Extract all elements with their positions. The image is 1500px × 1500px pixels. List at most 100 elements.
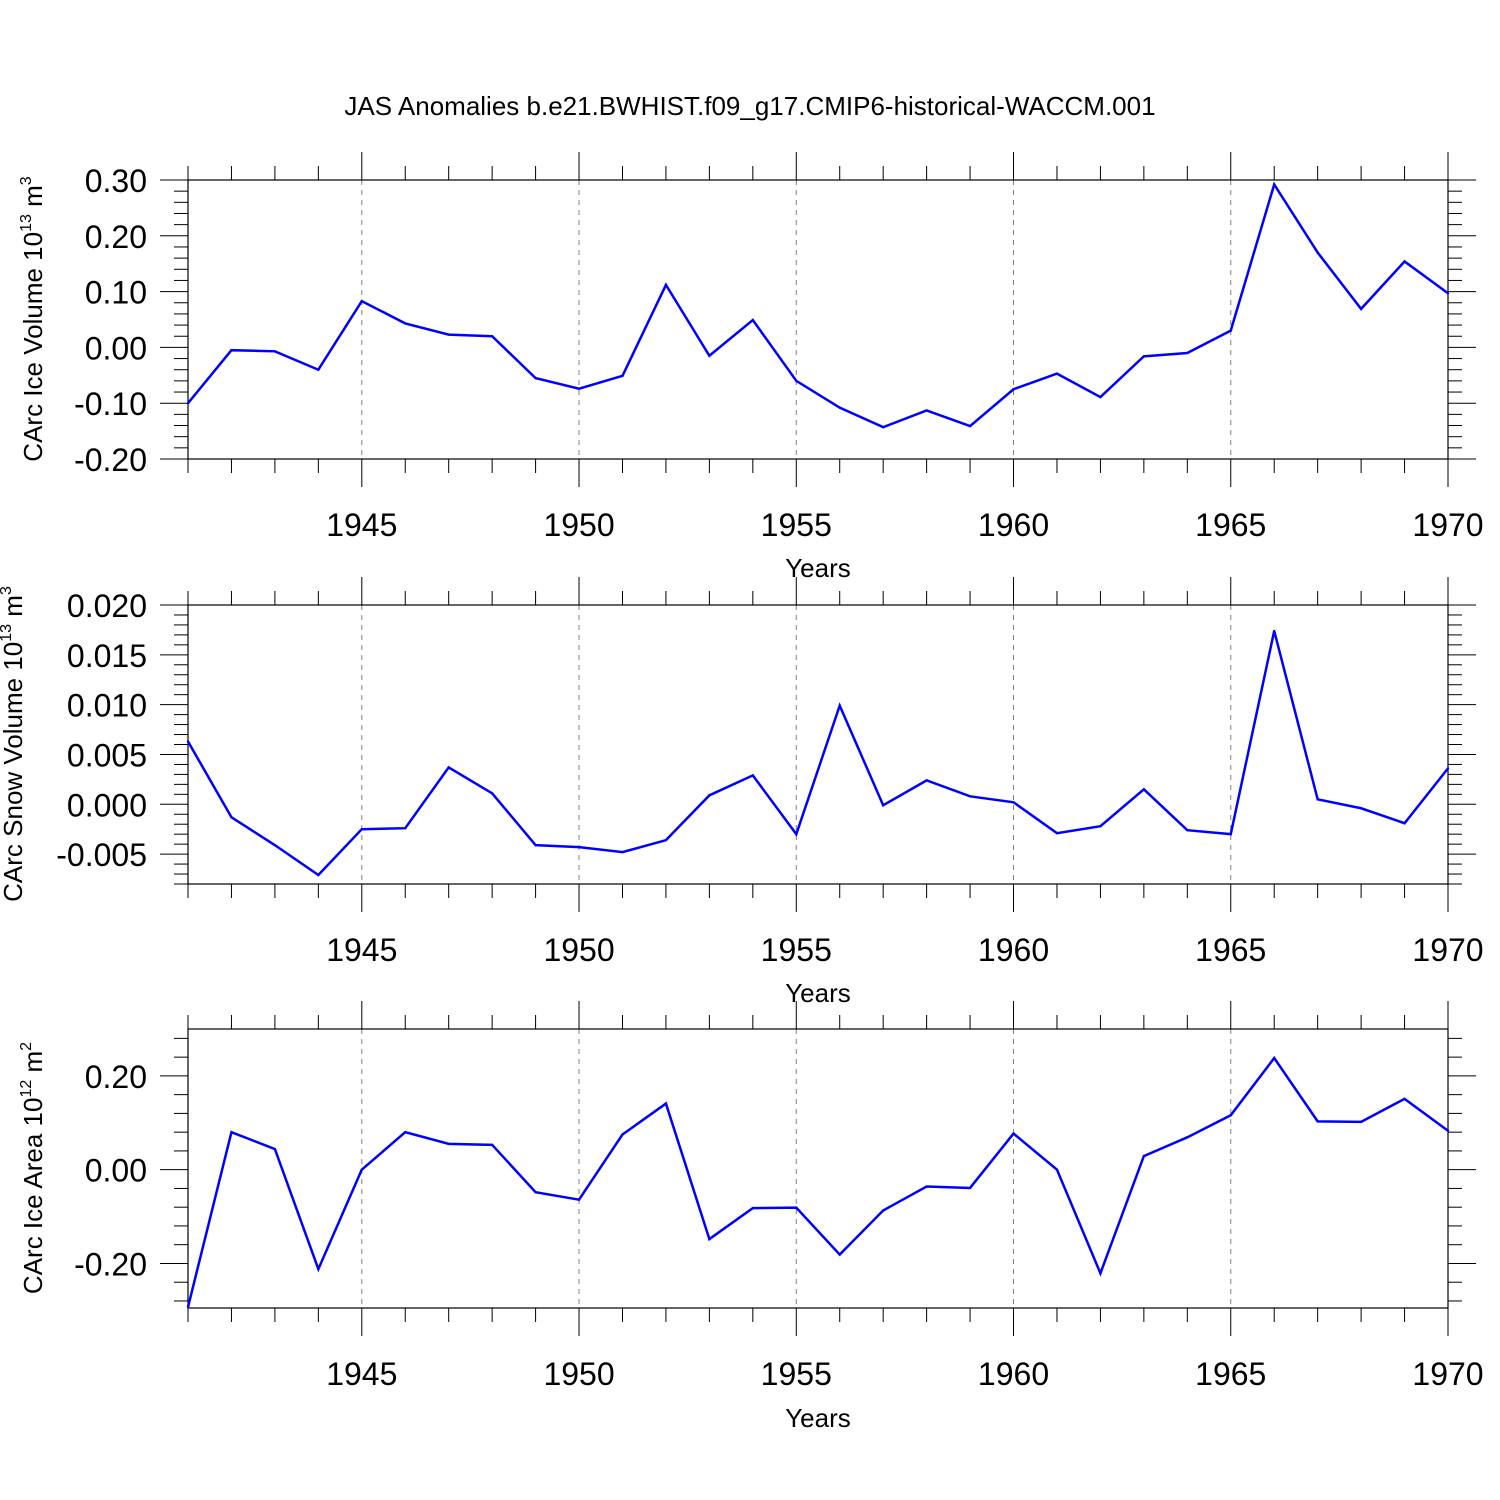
- data-point: [1186, 351, 1189, 355]
- data-point: [186, 402, 190, 405]
- data-point: [1359, 1120, 1363, 1124]
- x-tick-label: 1970: [1412, 1356, 1483, 1392]
- data-point: [1186, 1136, 1189, 1139]
- data-point: [1446, 1129, 1450, 1132]
- data-point: [534, 1190, 537, 1194]
- data-point: [795, 379, 798, 383]
- data-point: [1359, 307, 1363, 311]
- y-tick-label: -0.005: [56, 837, 147, 873]
- data-point: [1055, 1168, 1059, 1171]
- data-point: [1273, 629, 1276, 633]
- data-point: [1055, 831, 1059, 835]
- data-point: [534, 376, 537, 380]
- data-point: [577, 845, 581, 849]
- data-point: [360, 1168, 363, 1171]
- data-point: [1099, 395, 1102, 399]
- x-tick-label: 1970: [1412, 507, 1483, 543]
- x-tick-label: 1955: [761, 1356, 832, 1392]
- data-point: [577, 387, 581, 390]
- data-point: [1316, 798, 1319, 801]
- data-point: [664, 283, 668, 287]
- y-tick-label: 0.015: [67, 638, 147, 674]
- data-point: [968, 795, 972, 798]
- plot-frame: [187, 179, 1449, 460]
- data-point: [404, 827, 407, 830]
- data-point: [1316, 1120, 1319, 1123]
- y-tick-label: 0.20: [85, 1059, 147, 1095]
- data-point: [317, 1267, 320, 1271]
- data-point: [621, 850, 624, 854]
- x-tick-label: 1950: [543, 932, 614, 968]
- data-point: [534, 843, 537, 847]
- data-point: [708, 1237, 711, 1241]
- data-point: [751, 774, 755, 777]
- y-tick-label: 0.00: [85, 330, 147, 366]
- y-tick-label: -0.20: [74, 1246, 147, 1282]
- x-tick-label: 1965: [1195, 932, 1266, 968]
- data-point: [1142, 1154, 1146, 1158]
- data-point: [1403, 1097, 1406, 1101]
- y-tick-label: 0.005: [67, 737, 147, 773]
- panel-ice-volume: CArc Ice Volume 1013 m3 Years 1945 1950 19…: [18, 152, 1484, 583]
- data-point: [795, 832, 798, 836]
- y-tick-label: 0.10: [85, 275, 147, 311]
- panel-snow-volume: CArc Snow Volume 1013 m3 Years 1945 1950 1…: [0, 577, 1484, 1008]
- data-point: [490, 335, 494, 338]
- data-point: [404, 322, 407, 325]
- data-point: [447, 333, 450, 336]
- data-point: [186, 1305, 190, 1309]
- x-tick-label: 1965: [1195, 507, 1266, 543]
- data-point: [230, 1130, 233, 1134]
- data-point: [317, 873, 320, 877]
- data-point: [1142, 788, 1146, 791]
- data-point: [708, 354, 711, 357]
- data-point: [447, 1142, 450, 1146]
- x-axis-label: Years: [785, 1403, 851, 1433]
- x-tick-label: 1945: [326, 1356, 397, 1392]
- y-tick-label: 0.00: [85, 1153, 147, 1189]
- data-point: [621, 374, 624, 378]
- chart-title: JAS Anomalies b.e21.BWHIST.f09_g17.CMIP6…: [344, 91, 1155, 121]
- data-point: [881, 425, 885, 429]
- series-line: [187, 181, 1449, 429]
- y-tick-label: -0.20: [74, 442, 147, 478]
- y-tick-label: -0.10: [74, 386, 147, 422]
- x-tick-label: 1955: [761, 932, 832, 968]
- data-point: [1142, 355, 1146, 358]
- data-point: [925, 409, 928, 412]
- panel-ice-area: CArc Ice Area 1012 m2 Years 1945 1950 1955…: [18, 1001, 1484, 1433]
- data-point: [664, 1102, 668, 1105]
- data-point: [1012, 388, 1015, 391]
- y-axis-label: CArc Snow Volume 1013 m3: [0, 586, 28, 902]
- data-point: [1446, 767, 1450, 770]
- data-point: [968, 1186, 972, 1190]
- data-point: [490, 792, 494, 795]
- y-tick-label: 0.010: [67, 688, 147, 724]
- x-tick-label: 1945: [326, 507, 397, 543]
- data-point: [1273, 1056, 1276, 1060]
- data-point: [1359, 807, 1363, 810]
- data-point: [1186, 828, 1189, 832]
- data-point: [795, 1206, 798, 1209]
- x-axis-label: Years: [785, 978, 851, 1008]
- data-point: [838, 704, 841, 707]
- data-point: [1099, 825, 1102, 828]
- data-point: [925, 779, 928, 782]
- y-tick-label: 0.30: [85, 163, 147, 199]
- data-point: [490, 1143, 494, 1147]
- data-point: [447, 766, 450, 769]
- data-point: [1316, 251, 1319, 254]
- x-tick-label: 1965: [1195, 1356, 1266, 1392]
- data-point: [404, 1130, 407, 1134]
- x-tick-label: 1970: [1412, 932, 1483, 968]
- data-point: [621, 1133, 624, 1136]
- data-point: [1403, 260, 1406, 263]
- data-point: [751, 318, 755, 322]
- data-point: [968, 424, 972, 428]
- x-tick-label: 1960: [978, 932, 1049, 968]
- data-point: [1229, 329, 1232, 332]
- data-point: [1012, 1132, 1015, 1135]
- x-tick-label: 1945: [326, 932, 397, 968]
- data-point: [273, 350, 277, 353]
- data-point: [230, 348, 233, 352]
